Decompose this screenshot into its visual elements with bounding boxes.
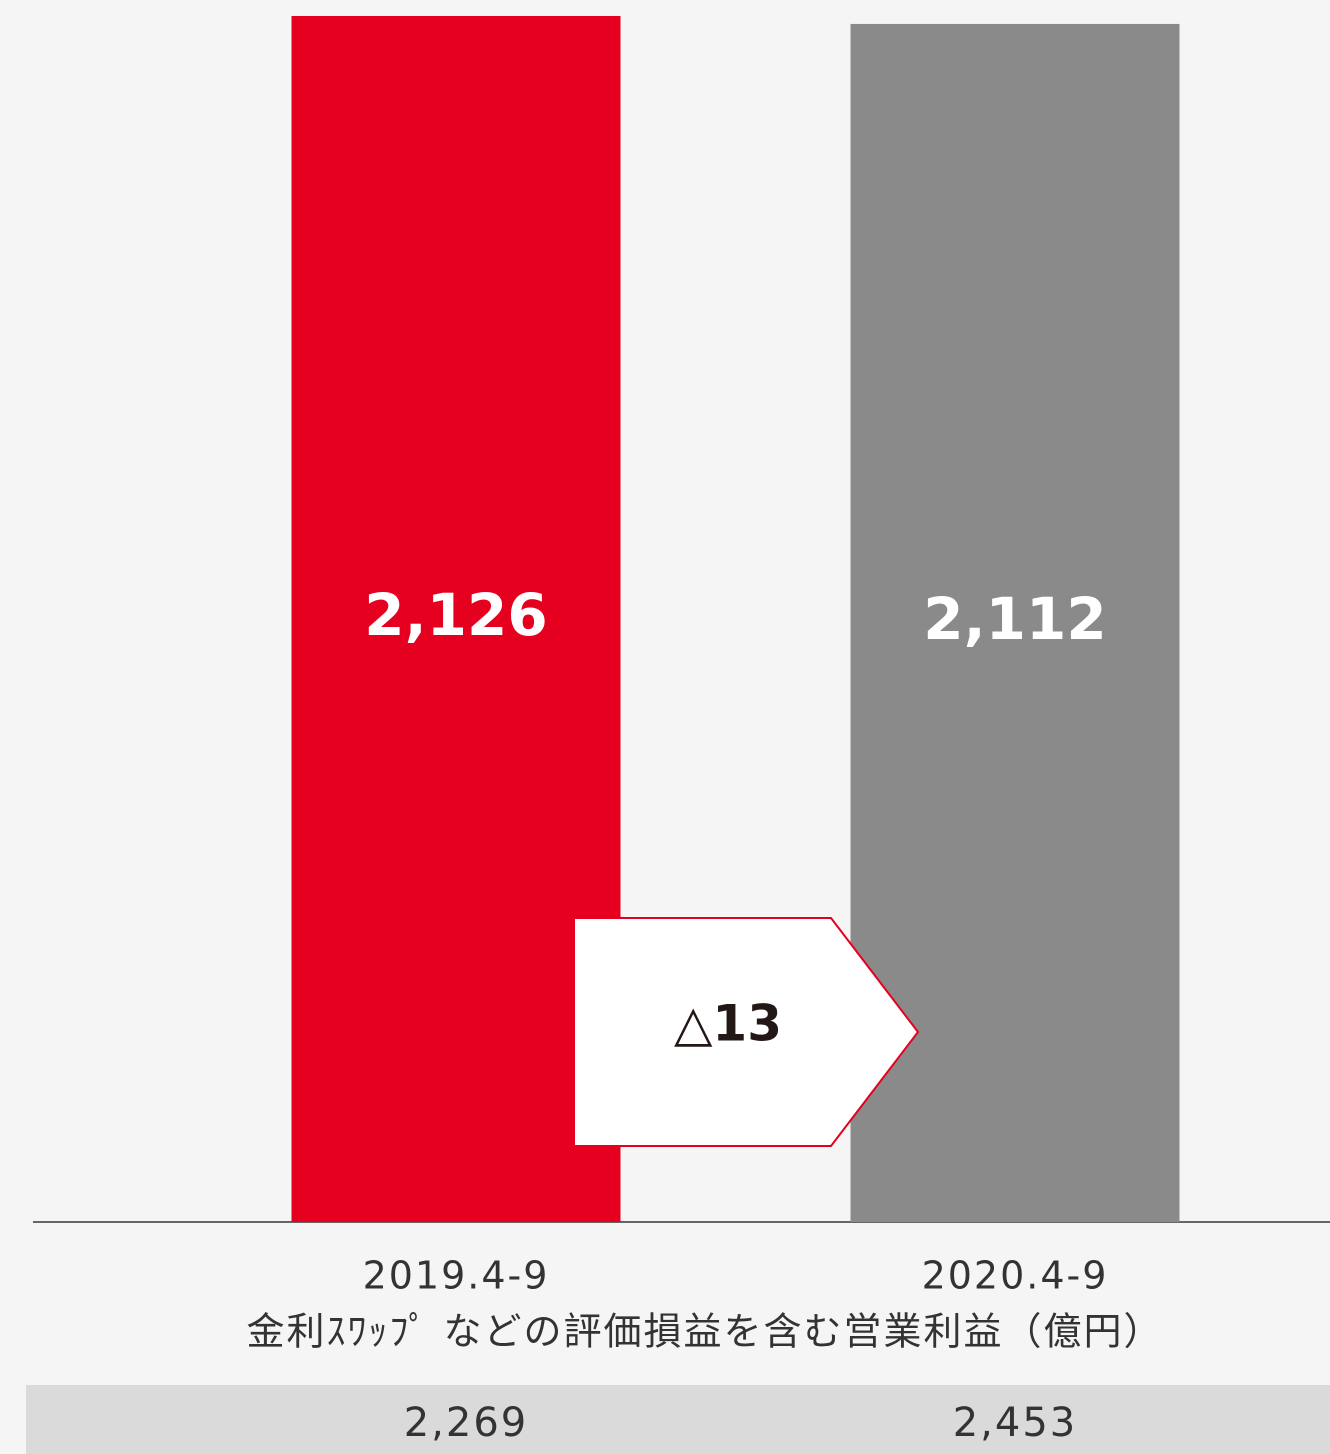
footer-value: 2,269 <box>404 1400 529 1446</box>
x-tick-label: 2019.4-9 <box>363 1254 550 1298</box>
x-tick-label: 2020.4-9 <box>922 1254 1109 1298</box>
value-label: 2,126 <box>364 581 547 649</box>
value-label: 2,112 <box>923 585 1106 653</box>
axis-caption: 金利ｽﾜｯﾌﾟ などの評価損益を含む営業利益（億円） <box>246 1310 1163 1354</box>
change-arrow <box>573 917 920 1147</box>
footer-value: 2,453 <box>953 1400 1078 1446</box>
change-label: △13 <box>674 995 782 1053</box>
bar <box>291 16 621 1222</box>
footer-band <box>26 1385 1330 1454</box>
